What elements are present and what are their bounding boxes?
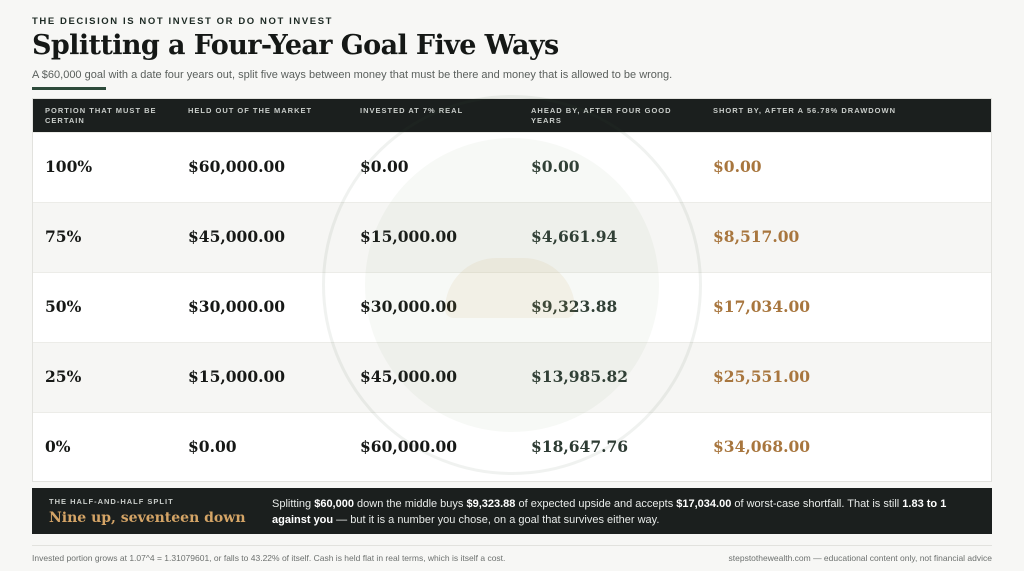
callout-text: of worst-case shortfall. That is still — [731, 498, 903, 510]
footer-divider — [32, 545, 992, 546]
callout-banner: THE HALF-AND-HALF SPLIT Nine up, sevente… — [32, 488, 992, 534]
callout-emphasis: 1.83 to 1 against you — [272, 498, 947, 526]
cell-ahead: $0.00 — [531, 157, 580, 176]
callout-body: Splitting $60,000 down the middle buys $… — [272, 496, 972, 528]
cell-short: $34,068.00 — [713, 437, 811, 456]
page-title: Splitting a Four-Year Goal Five Ways — [32, 30, 559, 61]
column-header-short: SHORT BY, AFTER A 56.78% DRAWDOWN — [713, 106, 897, 115]
cell-invested: $15,000.00 — [360, 227, 458, 246]
callout-heading: Nine up, seventeen down — [49, 510, 246, 526]
cell-ahead: $4,661.94 — [531, 227, 618, 246]
callout-label: THE HALF-AND-HALF SPLIT — [49, 497, 174, 506]
cell-invested: $0.00 — [360, 157, 409, 176]
column-header-invested: INVESTED AT 7% REAL — [360, 106, 464, 115]
table-row: 75% $45,000.00 $15,000.00 $4,661.94 $8,517.0… — [33, 202, 991, 272]
callout-text: — but it is a number you chose, on a goa… — [333, 514, 660, 526]
table-row: 25% $15,000.00 $45,000.00 $13,985.82 $25,551… — [33, 342, 991, 412]
cell-held: $30,000.00 — [188, 297, 286, 316]
table-row: 50% $30,000.00 $30,000.00 $9,323.88 $17,034.… — [33, 272, 991, 342]
cell-held: $60,000.00 — [188, 157, 286, 176]
footer-credit: stepstothewealth.com — educational conte… — [728, 553, 993, 563]
table-row: 0% $0.00 $60,000.00 $18,647.76 $34,068.00 — [33, 412, 991, 482]
cell-short: $0.00 — [713, 157, 762, 176]
callout-emphasis: $17,034.00 — [676, 498, 732, 510]
cell-ahead: $9,323.88 — [531, 297, 618, 316]
cell-short: $8,517.00 — [713, 227, 800, 246]
column-header-ahead: AHEAD BY, AFTER FOUR GOOD YEARS — [531, 106, 672, 125]
callout-text: Splitting — [272, 498, 315, 510]
cell-held: $45,000.00 — [188, 227, 286, 246]
callout-emphasis: $60,000 — [314, 498, 354, 510]
cell-invested: $30,000.00 — [360, 297, 458, 316]
column-header-held: HELD OUT OF THE MARKET — [188, 106, 313, 115]
cell-short: $17,034.00 — [713, 297, 811, 316]
callout-text: down the middle buys — [353, 498, 467, 510]
cell-portion: 50% — [45, 297, 82, 316]
footer-note: Invested portion grows at 1.07^4 = 1.310… — [32, 553, 506, 563]
title-underline — [32, 87, 106, 90]
cell-portion: 100% — [45, 157, 93, 176]
callout-emphasis: $9,323.88 — [466, 498, 516, 510]
cell-ahead: $18,647.76 — [531, 437, 629, 456]
cell-invested: $60,000.00 — [360, 437, 458, 456]
split-table: PORTION THAT MUST BE CERTAIN HELD OUT OF… — [32, 98, 992, 482]
cell-held: $0.00 — [188, 437, 237, 456]
page-subtitle: A $60,000 goal with a date four years ou… — [32, 69, 673, 81]
cell-ahead: $13,985.82 — [531, 367, 629, 386]
table-row: 100% $60,000.00 $0.00 $0.00 $0.00 — [33, 132, 991, 202]
cell-portion: 75% — [45, 227, 82, 246]
cell-held: $15,000.00 — [188, 367, 286, 386]
table-header: PORTION THAT MUST BE CERTAIN HELD OUT OF… — [33, 99, 991, 132]
cell-portion: 25% — [45, 367, 82, 386]
callout-text: of expected upside and accepts — [515, 498, 677, 510]
cell-invested: $45,000.00 — [360, 367, 458, 386]
cell-portion: 0% — [45, 437, 71, 456]
cell-short: $25,551.00 — [713, 367, 811, 386]
eyebrow: THE DECISION IS NOT INVEST OR DO NOT INV… — [32, 16, 334, 27]
column-header-portion: PORTION THAT MUST BE CERTAIN — [45, 106, 157, 125]
